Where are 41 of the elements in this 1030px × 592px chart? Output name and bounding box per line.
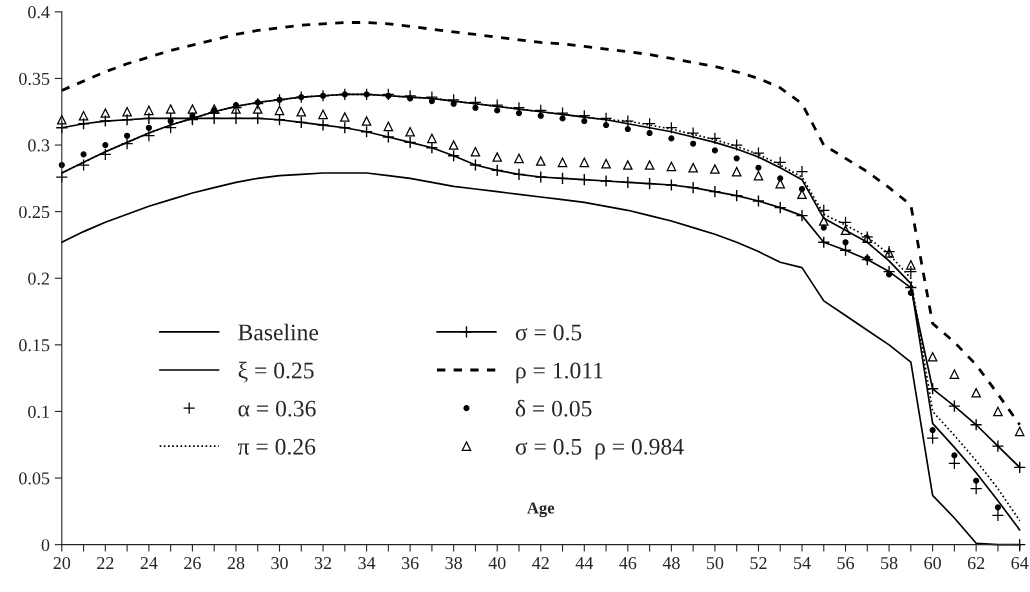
legend-label: ξ = 0.25 [238, 361, 314, 383]
y-tick-label: 0 [41, 538, 50, 552]
x-tick-label: 52 [750, 557, 767, 570]
y-tick-label: 0.05 [19, 472, 50, 485]
y-tick-label: 0.1 [28, 405, 49, 418]
y-tick-label: 0.4 [28, 6, 50, 19]
y-tick-label: 0.2 [28, 272, 49, 285]
x-axis-title: Age [527, 502, 555, 518]
x-tick-label: 46 [619, 557, 637, 570]
x-tick-label: 60 [924, 556, 941, 570]
x-tick-label: 40 [488, 556, 506, 570]
y-tick-label: 0.3 [28, 139, 50, 152]
x-tick-label: 42 [532, 557, 549, 569]
x-tick-label: 48 [662, 556, 680, 570]
x-tick-label: 22 [97, 557, 114, 569]
legend-label: π = 0.26 [237, 438, 316, 455]
legend-label: Baseline [238, 323, 319, 341]
y-tick-label: 0.35 [19, 72, 50, 85]
x-tick-label: 38 [445, 556, 463, 570]
legend-label: δ = 0.05 [515, 399, 592, 417]
legend-label: ρ = 1.011 [516, 362, 603, 384]
x-tick-label: 44 [575, 557, 594, 569]
x-tick-label: 56 [837, 557, 855, 570]
legend-label: σ = 0.5 [515, 324, 582, 341]
y-tick-label: 0.25 [19, 205, 50, 219]
x-tick-label: 34 [358, 557, 376, 570]
x-tick-label: 50 [706, 556, 724, 570]
legend-label: α = 0.36 [238, 400, 316, 417]
x-tick-label: 26 [184, 557, 201, 570]
x-tick-label: 32 [314, 557, 332, 570]
x-tick-label: 30 [271, 556, 288, 570]
legend-label: σ = 0.5 ρ = 0.984 [515, 438, 684, 460]
x-tick-label: 24 [140, 557, 158, 569]
x-tick-label: 64 [1011, 557, 1029, 570]
x-tick-label: 20 [53, 556, 71, 570]
x-tick-label: 62 [967, 557, 985, 570]
x-tick-label: 54 [794, 557, 811, 570]
x-tick-label: 58 [881, 556, 898, 570]
x-tick-label: 28 [227, 556, 245, 570]
y-tick-label: 0.15 [19, 339, 50, 352]
x-tick-label: 36 [401, 557, 419, 570]
